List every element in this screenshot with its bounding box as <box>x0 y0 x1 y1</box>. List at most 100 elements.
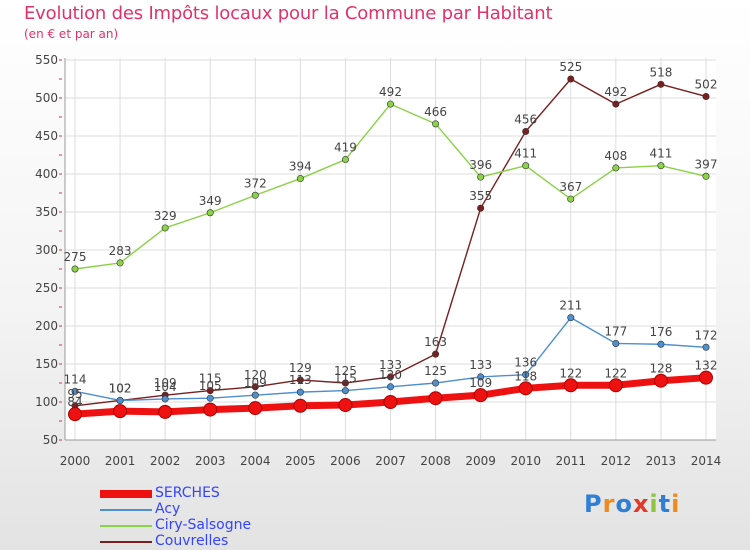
data-point-couvrelles <box>206 387 214 395</box>
data-point-serches <box>653 373 668 388</box>
data-point-serches <box>608 378 623 393</box>
data-point-couvrelles <box>251 383 259 391</box>
data-point-ciry-salsogne <box>341 156 349 164</box>
data-label-couvrelles: 525 <box>559 60 582 74</box>
data-point-ciry-salsogne <box>612 164 620 172</box>
legend-swatch <box>100 525 152 527</box>
data-label-ciry-salsogne: 397 <box>695 157 718 171</box>
data-label-serches: 122 <box>559 366 582 380</box>
data-point-serches <box>563 378 578 393</box>
data-point-couvrelles <box>702 92 710 100</box>
data-label-couvrelles: 115 <box>199 372 222 386</box>
data-point-ciry-salsogne <box>71 265 79 273</box>
data-label-serches: 128 <box>649 362 672 376</box>
chart-subtitle: (en € et par an) <box>24 27 119 41</box>
data-label-acy: 125 <box>424 364 447 378</box>
logo-letter: r <box>602 490 616 518</box>
data-label-couvrelles: 456 <box>514 112 537 126</box>
data-label-acy: 109 <box>244 376 267 390</box>
data-point-acy <box>341 387 349 395</box>
logo-letter: i <box>671 490 681 518</box>
data-label-serches: 118 <box>514 369 537 383</box>
data-point-acy <box>657 340 665 348</box>
data-label-ciry-salsogne: 492 <box>379 85 402 99</box>
legend-swatch <box>100 490 152 498</box>
data-label-acy: 172 <box>695 328 718 342</box>
data-label-ciry-salsogne: 372 <box>244 176 267 190</box>
data-label-acy: 105 <box>199 379 222 393</box>
data-point-acy <box>161 395 169 403</box>
data-point-acy <box>296 388 304 396</box>
x-tick-label: 2004 <box>240 454 271 468</box>
logo-letter: x <box>632 490 650 518</box>
logo-letter: o <box>615 490 633 518</box>
data-point-serches <box>699 370 713 385</box>
data-point-serches <box>383 395 398 409</box>
y-tick-label: 50 <box>43 433 58 447</box>
data-point-acy <box>477 373 485 381</box>
data-label-couvrelles: 125 <box>334 364 357 378</box>
data-point-acy <box>567 314 575 322</box>
y-tick-label: 400 <box>35 167 58 181</box>
y-tick-label: 100 <box>35 395 58 409</box>
x-tick-label: 2008 <box>420 454 451 468</box>
data-point-acy <box>206 394 214 402</box>
data-point-couvrelles <box>657 80 665 88</box>
logo-letter: t <box>658 490 672 518</box>
data-point-ciry-salsogne <box>206 209 214 217</box>
x-tick-label: 2000 <box>60 454 91 468</box>
x-tick-label: 2013 <box>646 454 677 468</box>
data-label-couvrelles: 109 <box>154 376 177 390</box>
y-tick-label: 550 <box>35 53 58 67</box>
data-label-ciry-salsogne: 466 <box>424 105 447 119</box>
x-tick-label: 2006 <box>330 454 361 468</box>
x-tick-label: 2014 <box>691 454 722 468</box>
data-point-serches <box>248 401 263 416</box>
data-label-acy: 113 <box>289 373 312 387</box>
legend-label: Ciry-Salsogne <box>155 517 252 533</box>
data-label-acy: 104 <box>154 380 177 394</box>
data-point-ciry-salsogne <box>386 100 394 108</box>
data-label-couvrelles: 355 <box>469 189 492 203</box>
data-point-serches <box>518 381 533 396</box>
data-label-ciry-salsogne: 394 <box>289 160 312 174</box>
data-point-couvrelles <box>432 350 440 358</box>
data-point-couvrelles <box>477 204 485 212</box>
logo-letter: i <box>649 490 659 518</box>
data-point-acy <box>116 396 124 404</box>
data-point-acy <box>702 343 710 351</box>
data-label-couvrelles: 163 <box>424 335 447 349</box>
data-label-serches: 84 <box>67 395 82 409</box>
x-tick-label: 2002 <box>150 454 181 468</box>
data-label-acy: 176 <box>649 325 672 339</box>
data-label-couvrelles: 102 <box>109 381 132 395</box>
data-point-acy <box>522 371 530 379</box>
data-label-acy: 102 <box>109 381 132 395</box>
data-label-couvrelles: 518 <box>649 65 672 79</box>
data-point-couvrelles <box>296 376 304 384</box>
logo-letter: P <box>584 490 603 518</box>
data-point-ciry-salsogne <box>432 120 440 128</box>
x-tick-label: 2010 <box>510 454 541 468</box>
data-point-acy <box>386 383 394 391</box>
data-point-ciry-salsogne <box>702 172 710 180</box>
data-point-serches <box>293 398 308 413</box>
data-label-ciry-salsogne: 396 <box>469 158 492 172</box>
data-label-ciry-salsogne: 411 <box>649 147 672 161</box>
data-point-acy <box>432 379 440 387</box>
data-point-serches <box>203 402 218 417</box>
data-point-ciry-salsogne <box>567 195 575 203</box>
data-point-acy <box>71 387 79 395</box>
x-tick-label: 2009 <box>465 454 496 468</box>
data-label-couvrelles: 492 <box>604 85 627 99</box>
y-tick-label: 350 <box>35 205 58 219</box>
data-point-ciry-salsogne <box>116 259 124 267</box>
y-tick-label: 200 <box>35 319 58 333</box>
data-label-acy: 177 <box>604 324 627 338</box>
x-tick-label: 2005 <box>285 454 316 468</box>
data-label-couvrelles: 95 <box>67 387 82 401</box>
data-point-couvrelles <box>386 373 394 381</box>
data-label-acy: 211 <box>559 299 582 313</box>
